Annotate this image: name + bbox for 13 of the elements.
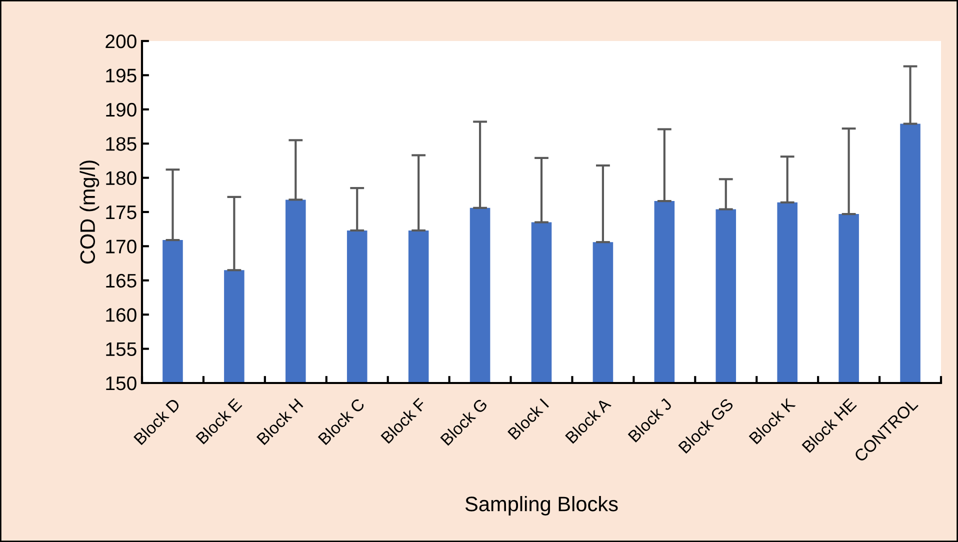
y-tick-label: 155 <box>106 342 136 356</box>
y-tick-label: 185 <box>106 137 136 151</box>
y-tick-label: 200 <box>106 34 136 48</box>
y-tick-label: 175 <box>106 206 136 220</box>
x-axis-title: Sampling Blocks <box>465 496 618 516</box>
y-tick-label: 180 <box>106 171 136 186</box>
y-tick-label: 150 <box>106 376 136 390</box>
y-tick-label: 170 <box>106 240 136 254</box>
y-tick-label: 195 <box>106 68 136 82</box>
y-axis-title: COD (mg/l) <box>80 160 100 264</box>
y-tick-label: 165 <box>106 274 136 288</box>
y-tick-label: 160 <box>106 308 136 322</box>
y-tick-label: 190 <box>106 102 136 117</box>
